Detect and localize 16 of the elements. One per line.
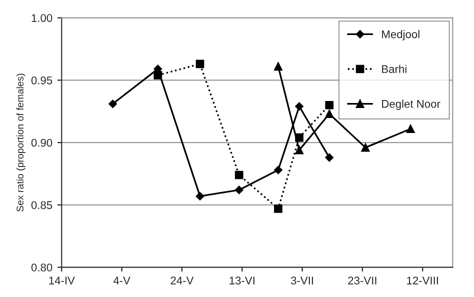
y-tick-label: 0.90 — [31, 138, 52, 147]
legend-label: Deglet Noor — [382, 100, 440, 110]
x-tick-label: 24-V — [170, 276, 194, 284]
legend-label: Barhi — [382, 64, 406, 74]
x-tick-label: 13-VI — [230, 276, 254, 284]
y-axis-title: Sex ratio (proportion of females) — [16, 74, 26, 212]
y-tick-label: 0.80 — [31, 264, 52, 272]
y-tick-label: 0.95 — [31, 76, 52, 84]
x-tick-label: 14-IV — [49, 276, 75, 284]
x-tick-label: 3-VII — [290, 276, 313, 284]
x-tick-label: 4-V — [113, 276, 130, 284]
legend-label: Medjool — [382, 30, 420, 40]
y-tick-label: 0.85 — [31, 201, 52, 210]
x-tick-label: 23-VII — [348, 276, 376, 284]
y-tick-label: 1.00 — [32, 14, 52, 22]
x-tick-label: 12-VIII — [407, 276, 438, 284]
